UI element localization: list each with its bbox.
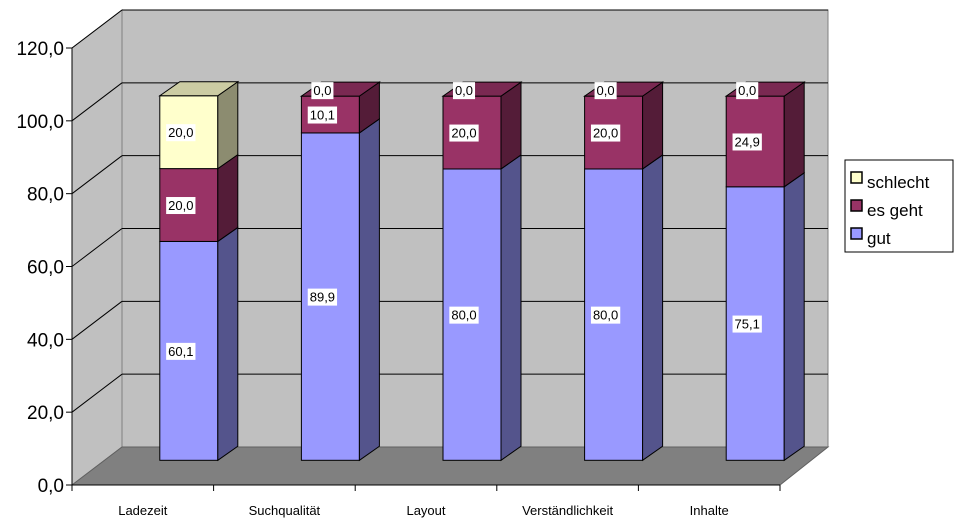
y-tick-label: 100,0	[16, 112, 64, 133]
data-label-schlecht: 0,0	[455, 83, 473, 98]
bar-side-gut	[642, 154, 664, 462]
data-label-gut: 80,0	[451, 308, 476, 323]
data-label-schlecht: 0,0	[738, 83, 756, 98]
gridline-side	[71, 9, 123, 49]
data-label-box	[732, 315, 762, 333]
data-label-box	[166, 342, 196, 360]
data-label-schlecht: 0,0	[313, 83, 331, 98]
y-tick-label: 40,0	[27, 330, 64, 351]
bar-side-gut	[358, 117, 380, 462]
legend-swatch-gut	[850, 227, 863, 240]
y-tick-label: 20,0	[27, 403, 64, 424]
gridline-side	[71, 82, 123, 122]
y-tick-label: 60,0	[27, 258, 64, 279]
data-label-es-geht: 24,9	[735, 134, 760, 149]
data-label-box	[307, 288, 338, 306]
data-label-es-geht: 20,0	[168, 198, 193, 213]
data-label-box	[311, 82, 334, 100]
bar-side-gut	[783, 171, 805, 462]
data-label-box	[452, 82, 476, 100]
legend-label-es-geht: es geht	[867, 201, 923, 220]
data-label-gut: 80,0	[593, 308, 618, 323]
gridline-side	[71, 228, 123, 267]
data-label-box	[590, 306, 621, 324]
y-tick-label: 120,0	[16, 39, 64, 60]
data-label-es-geht: 20,0	[593, 126, 618, 141]
x-tick-label: Ladezeit	[118, 503, 168, 518]
y-tick-label: 80,0	[27, 185, 64, 206]
data-label-box	[449, 124, 479, 142]
gridline-side	[71, 373, 123, 413]
data-label-box	[732, 133, 762, 151]
legend-label-schlecht: schlecht	[867, 173, 930, 192]
data-label-gut: 60,1	[168, 344, 193, 359]
data-label-gut: 75,1	[735, 317, 760, 332]
data-label-es-geht: 20,0	[451, 126, 476, 141]
bar-side-gut	[217, 226, 239, 462]
bar-side-schlecht	[217, 80, 239, 170]
gridline-side	[71, 155, 123, 195]
data-label-box	[590, 124, 621, 142]
data-label-box	[166, 197, 196, 215]
legend-swatch-es-geht	[850, 199, 863, 212]
x-tick-label: Verständlichkeit	[522, 503, 613, 518]
y-tick-label: 0,0	[38, 476, 64, 497]
legend-box	[844, 159, 954, 253]
data-label-box	[449, 306, 479, 324]
bar-side-es-geht	[217, 153, 239, 243]
bar-side-gut	[500, 154, 522, 462]
data-label-gut: 89,9	[310, 290, 335, 305]
x-tick-label: Layout	[406, 503, 445, 518]
bar-top-schlecht	[158, 81, 240, 97]
data-label-box	[166, 124, 196, 142]
legend-swatch-schlecht	[850, 171, 863, 184]
x-tick-label: Suchqualität	[249, 503, 321, 518]
bar-side-es-geht	[783, 81, 805, 188]
x-tick-label: Inhalte	[690, 503, 729, 518]
legend-label-gut: gut	[867, 229, 891, 248]
data-label-box	[594, 82, 617, 100]
data-label-schlecht: 20,0	[168, 125, 193, 140]
data-label-es-geht: 10,1	[310, 108, 335, 123]
data-label-schlecht: 0,0	[597, 83, 615, 98]
gridline-side	[71, 300, 123, 340]
data-label-box	[307, 106, 338, 124]
bar-side-es-geht	[500, 81, 522, 170]
data-label-box	[736, 82, 759, 100]
bar-side-es-geht	[642, 81, 664, 170]
